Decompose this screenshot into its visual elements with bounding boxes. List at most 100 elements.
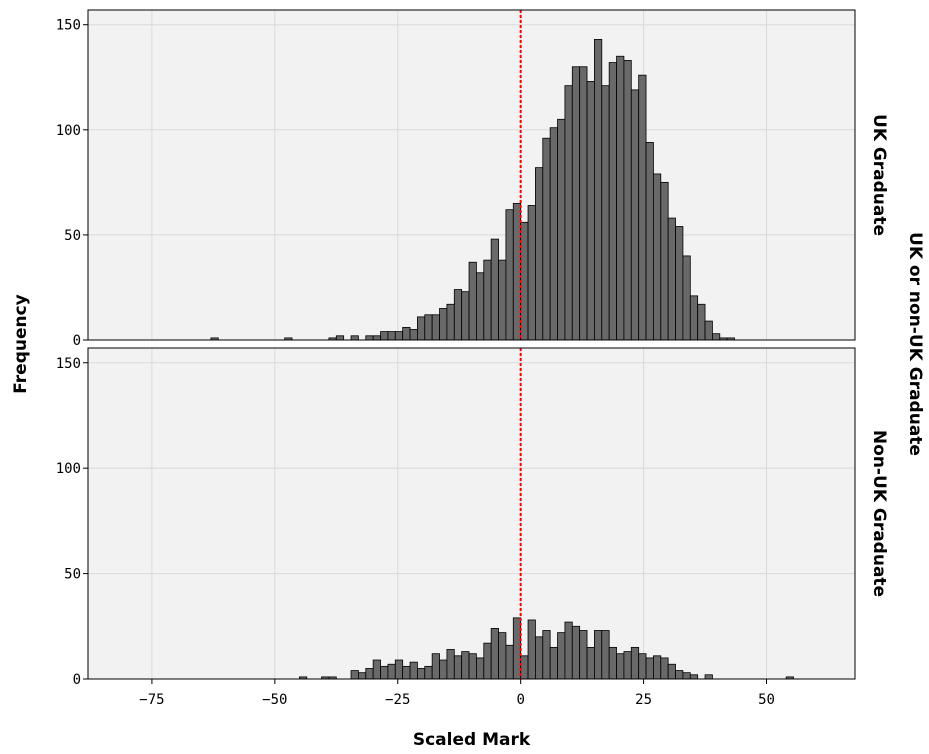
histogram-bar bbox=[446, 649, 455, 680]
histogram-bar bbox=[394, 331, 404, 341]
histogram-bar bbox=[498, 259, 507, 341]
histogram-bar bbox=[645, 142, 654, 341]
histogram-bar bbox=[461, 651, 470, 680]
y-axis-title: Frequency bbox=[11, 294, 31, 394]
y-axis-ticks: 0 50 100 150 bbox=[56, 356, 88, 688]
y-tick-label: 150 bbox=[56, 18, 81, 34]
histogram-bar bbox=[638, 74, 647, 341]
histogram-bar bbox=[350, 335, 359, 341]
histogram-bar bbox=[417, 316, 426, 341]
x-tick-label: −25 bbox=[385, 692, 410, 708]
histogram-bar bbox=[557, 632, 566, 680]
histogram-bar bbox=[616, 55, 625, 341]
histogram-bar bbox=[520, 221, 529, 341]
histogram-bar bbox=[623, 60, 632, 341]
y-tick-label: 0 bbox=[73, 333, 81, 349]
histogram-bar bbox=[601, 85, 610, 341]
histogram-bar bbox=[712, 333, 721, 341]
x-axis-title: Scaled Mark bbox=[413, 730, 531, 750]
histogram-bar bbox=[579, 66, 588, 341]
histogram-bar bbox=[365, 335, 374, 341]
histogram-bar bbox=[498, 632, 507, 680]
histogram-bar bbox=[417, 668, 426, 680]
histogram-bar bbox=[542, 630, 551, 680]
histogram-bar bbox=[468, 261, 477, 341]
histogram-bar bbox=[608, 646, 617, 680]
histogram-bar bbox=[505, 209, 514, 341]
histogram-bar bbox=[586, 646, 595, 680]
panel-frame bbox=[87, 9, 856, 341]
histogram-bar bbox=[616, 653, 625, 680]
histogram-bar bbox=[358, 672, 367, 680]
histogram-bar bbox=[675, 226, 684, 341]
histogram-bar bbox=[372, 659, 381, 680]
histogram-bar bbox=[490, 628, 499, 680]
histogram-bar bbox=[608, 62, 617, 341]
histogram-bar bbox=[520, 655, 529, 680]
histogram-bar bbox=[704, 320, 713, 341]
histogram-bar bbox=[409, 661, 418, 680]
histogram-bar bbox=[594, 39, 603, 341]
histogram-bar bbox=[424, 314, 433, 341]
histogram-bar bbox=[682, 255, 691, 341]
y-tick-label: 100 bbox=[56, 123, 81, 139]
histogram-bar bbox=[365, 668, 374, 680]
histogram-bar bbox=[431, 653, 440, 680]
histogram-bar bbox=[675, 670, 684, 680]
histogram-bar bbox=[468, 653, 477, 680]
histogram-bar bbox=[579, 630, 588, 680]
histogram-bar bbox=[394, 659, 404, 680]
y-tick-label: 0 bbox=[73, 672, 81, 688]
facet-label-non-uk-graduate: Non-UK Graduate bbox=[869, 430, 889, 597]
histogram-bar bbox=[335, 335, 345, 341]
y-tick-label: 50 bbox=[64, 228, 81, 244]
histogram-bar bbox=[431, 314, 440, 341]
histogram-bar bbox=[483, 642, 492, 680]
histogram-bar bbox=[535, 167, 544, 341]
histogram-bar bbox=[424, 665, 433, 680]
histogram-bar bbox=[476, 657, 485, 680]
histogram-bar bbox=[535, 636, 544, 680]
histogram-bar bbox=[402, 326, 411, 341]
x-tick-label: −75 bbox=[139, 692, 164, 708]
panel-non-uk-graduate: 0 50 100 150 Non-UK Graduate bbox=[56, 347, 889, 688]
histogram-bar bbox=[387, 663, 396, 680]
histogram-bar bbox=[586, 81, 595, 341]
histogram-bar bbox=[557, 118, 566, 341]
histogram-bar bbox=[446, 303, 455, 341]
histogram-bar bbox=[439, 308, 448, 341]
histogram-bar bbox=[638, 653, 647, 680]
histogram-bar bbox=[549, 646, 558, 680]
histogram-bar bbox=[453, 655, 463, 680]
histogram-bars bbox=[299, 617, 794, 680]
histogram-bar bbox=[623, 651, 632, 680]
histogram-bar bbox=[542, 137, 551, 341]
histogram-bar bbox=[380, 331, 389, 341]
histogram-bar bbox=[660, 657, 669, 680]
histogram-bar bbox=[630, 89, 640, 341]
x-tick-label: 50 bbox=[758, 692, 775, 708]
x-tick-label: −50 bbox=[262, 692, 287, 708]
histogram-bar bbox=[660, 181, 669, 341]
histogram-bar bbox=[350, 670, 359, 680]
histogram-bar bbox=[571, 66, 581, 341]
histogram-bar bbox=[653, 173, 662, 341]
histogram-bar bbox=[697, 303, 706, 341]
histogram-bar bbox=[380, 665, 389, 680]
y-axis-ticks: 0 50 100 150 bbox=[56, 18, 88, 349]
y-tick-label: 100 bbox=[56, 461, 81, 477]
histogram-bar bbox=[439, 659, 448, 680]
histogram-bar bbox=[476, 272, 485, 341]
histogram-bar bbox=[630, 646, 640, 680]
histogram-bar bbox=[505, 644, 514, 680]
histogram-bar bbox=[704, 674, 713, 680]
histogram-bar bbox=[601, 630, 610, 680]
facet-label-uk-graduate: UK Graduate bbox=[869, 114, 889, 236]
panel-frame bbox=[87, 347, 856, 680]
histogram-bar bbox=[527, 619, 536, 680]
histogram-bar bbox=[512, 617, 522, 680]
panel-uk-graduate: 0 50 100 150 UK Graduate bbox=[56, 9, 889, 349]
histogram-bar bbox=[564, 621, 573, 680]
histogram-bar bbox=[682, 672, 691, 680]
facet-variable-title: UK or non-UK Graduate bbox=[905, 232, 925, 456]
